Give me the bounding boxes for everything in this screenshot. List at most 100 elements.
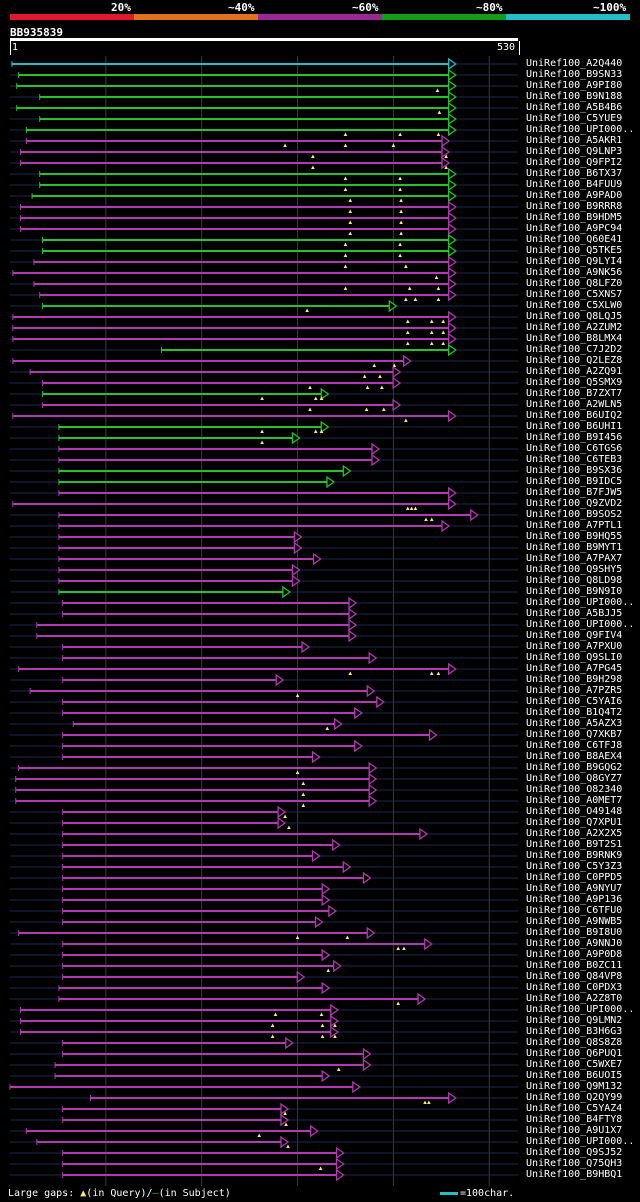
hit-label[interactable]: UniRef100_B7ZXT7 — [526, 388, 623, 399]
hit-label[interactable]: UniRef100_O82340 — [526, 784, 623, 795]
hit-label[interactable]: UniRef100_Q6PUQ1 — [526, 1048, 623, 1059]
hit-label[interactable]: UniRef100_B6TX37 — [526, 168, 623, 179]
hit-label[interactable]: UniRef100_Q60E41 — [526, 234, 623, 245]
hit-label[interactable]: UniRef100_A7PZR5 — [526, 685, 623, 696]
hit-label[interactable]: UniRef100_B9MYT1 — [526, 542, 623, 553]
hit-label[interactable]: UniRef100_B9N9I0 — [526, 586, 623, 597]
hit-label[interactable]: UniRef100_A2Q440 — [526, 58, 623, 69]
hit-label[interactable]: UniRef100_C5XNS7 — [526, 289, 623, 300]
hit-label[interactable]: UniRef100_A2X2X5 — [526, 828, 623, 839]
hit-label[interactable]: UniRef100_Q2LEZ8 — [526, 355, 623, 366]
hit-label[interactable]: UniRef100_B9IDC5 — [526, 476, 623, 487]
hit-label[interactable]: UniRef100_B8LMX4 — [526, 333, 623, 344]
hit-label[interactable]: UniRef100_C0PDX3 — [526, 982, 623, 993]
hit-label[interactable]: UniRef100_O49148 — [526, 806, 623, 817]
hit-label[interactable]: UniRef100_B9SX36 — [526, 465, 623, 476]
hit-label[interactable]: UniRef100_B9HDM5 — [526, 212, 623, 223]
hit-label[interactable]: UniRef100_B8AEX4 — [526, 751, 623, 762]
hit-label[interactable]: UniRef100_B6UIQ2 — [526, 410, 623, 421]
hit-label[interactable]: UniRef100_UPI000.. — [526, 1136, 635, 1147]
hit-label[interactable]: UniRef100_B9T2S1 — [526, 839, 623, 850]
hit-label[interactable]: UniRef100_Q75QH3 — [526, 1158, 623, 1169]
hit-label[interactable]: UniRef100_Q9FPI2 — [526, 157, 623, 168]
hit-label[interactable]: UniRef100_B0ZC11 — [526, 960, 623, 971]
hit-label[interactable]: UniRef100_UPI000.. — [526, 619, 635, 630]
hit-label[interactable]: UniRef100_A2Z8T0 — [526, 993, 623, 1004]
hit-label[interactable]: UniRef100_B9RNK9 — [526, 850, 623, 861]
hit-label[interactable]: UniRef100_C5XLW0 — [526, 300, 623, 311]
hit-label[interactable]: UniRef100_Q7XPU1 — [526, 817, 623, 828]
hit-label[interactable]: UniRef100_Q9LMN2 — [526, 1015, 623, 1026]
hit-label[interactable]: UniRef100_B6UHI1 — [526, 421, 623, 432]
hit-label[interactable]: UniRef100_A9PI80 — [526, 80, 623, 91]
hit-label[interactable]: UniRef100_A7PXU0 — [526, 641, 623, 652]
hit-label[interactable]: UniRef100_A9NNJ0 — [526, 938, 623, 949]
hit-label[interactable]: UniRef100_C6TFU0 — [526, 905, 623, 916]
hit-label[interactable]: UniRef100_B9H298 — [526, 674, 623, 685]
hit-label[interactable]: UniRef100_Q8LD98 — [526, 575, 623, 586]
hit-label[interactable]: UniRef100_B9SOS2 — [526, 509, 623, 520]
hit-label[interactable]: UniRef100_C5Y3Z3 — [526, 861, 623, 872]
hit-label[interactable]: UniRef100_A5B4B6 — [526, 102, 623, 113]
hit-label[interactable]: UniRef100_Q84VP8 — [526, 971, 623, 982]
hit-label[interactable]: UniRef100_C7J2D2 — [526, 344, 623, 355]
hit-label[interactable]: UniRef100_UPI000.. — [526, 124, 635, 135]
hit-label[interactable]: UniRef100_B9I8U0 — [526, 927, 623, 938]
hit-label[interactable]: UniRef100_A9U1X7 — [526, 1125, 623, 1136]
hit-label[interactable]: UniRef100_A9PAD0 — [526, 190, 623, 201]
hit-label[interactable]: UniRef100_B9HQ55 — [526, 531, 623, 542]
hit-label[interactable]: UniRef100_UPI000.. — [526, 597, 635, 608]
hit-label[interactable]: UniRef100_Q9ZVD2 — [526, 498, 623, 509]
hit-label[interactable]: UniRef100_A9NWB5 — [526, 916, 623, 927]
hit-label[interactable]: UniRef100_A9P136 — [526, 894, 623, 905]
hit-label[interactable]: UniRef100_C0PPD5 — [526, 872, 623, 883]
hit-label[interactable]: UniRef100_Q9LYI4 — [526, 256, 623, 267]
hit-label[interactable]: UniRef100_B7FJW5 — [526, 487, 623, 498]
hit-label[interactable]: UniRef100_B4FUU9 — [526, 179, 623, 190]
hit-label[interactable]: UniRef100_A2ZQ91 — [526, 366, 623, 377]
hit-label[interactable]: UniRef100_Q9FIV4 — [526, 630, 623, 641]
hit-label[interactable]: UniRef100_C6TGS6 — [526, 443, 623, 454]
hit-label[interactable]: UniRef100_Q9SHY5 — [526, 564, 623, 575]
hit-label[interactable]: UniRef100_B9RRR8 — [526, 201, 623, 212]
hit-label[interactable]: UniRef100_A2ZUM2 — [526, 322, 623, 333]
hit-label[interactable]: UniRef100_Q9SJ52 — [526, 1147, 623, 1158]
hit-label[interactable]: UniRef100_Q9LNP3 — [526, 146, 623, 157]
hit-label[interactable]: UniRef100_Q5TKE5 — [526, 245, 623, 256]
hit-label[interactable]: UniRef100_C5WXE7 — [526, 1059, 623, 1070]
hit-label[interactable]: UniRef100_Q8S8Z8 — [526, 1037, 623, 1048]
hit-label[interactable]: UniRef100_Q9SLI0 — [526, 652, 623, 663]
hit-label[interactable]: UniRef100_A7PG45 — [526, 663, 623, 674]
hit-label[interactable]: UniRef100_A9P0D8 — [526, 949, 623, 960]
hit-label[interactable]: UniRef100_C6TEB3 — [526, 454, 623, 465]
hit-label[interactable]: UniRef100_B4FTY8 — [526, 1114, 623, 1125]
hit-label[interactable]: UniRef100_A2WLN5 — [526, 399, 623, 410]
hit-label[interactable]: UniRef100_Q8LFZ0 — [526, 278, 623, 289]
hit-label[interactable]: UniRef100_B1Q4T2 — [526, 707, 623, 718]
hit-label[interactable]: UniRef100_B9N188 — [526, 91, 623, 102]
hit-label[interactable]: UniRef100_B3H6G3 — [526, 1026, 623, 1037]
hit-label[interactable]: UniRef100_B9HBQ1 — [526, 1169, 623, 1180]
hit-label[interactable]: UniRef100_Q5SMX9 — [526, 377, 623, 388]
hit-label[interactable]: UniRef100_C5YUE9 — [526, 113, 623, 124]
hit-label[interactable]: UniRef100_B9SN33 — [526, 69, 623, 80]
hit-label[interactable]: UniRef100_B9GQG2 — [526, 762, 623, 773]
hit-label[interactable]: UniRef100_Q2QY99 — [526, 1092, 623, 1103]
hit-label[interactable]: UniRef100_B9I456 — [526, 432, 623, 443]
hit-label[interactable]: UniRef100_A5AKR1 — [526, 135, 623, 146]
hit-label[interactable]: UniRef100_A0MET7 — [526, 795, 623, 806]
hit-label[interactable]: UniRef100_C5YAI6 — [526, 696, 623, 707]
hit-label[interactable]: UniRef100_Q9M132 — [526, 1081, 623, 1092]
hit-label[interactable]: UniRef100_A7PAX7 — [526, 553, 623, 564]
hit-label[interactable]: UniRef100_A9PC94 — [526, 223, 623, 234]
hit-label[interactable]: UniRef100_UPI000.. — [526, 1004, 635, 1015]
hit-label[interactable]: UniRef100_Q8GYZ7 — [526, 773, 623, 784]
hit-label[interactable]: UniRef100_A7PTL1 — [526, 520, 623, 531]
hit-label[interactable]: UniRef100_Q8LQJ5 — [526, 311, 623, 322]
hit-label[interactable]: UniRef100_A5BJJ5 — [526, 608, 623, 619]
hit-label[interactable]: UniRef100_A9NK56 — [526, 267, 623, 278]
hit-label[interactable]: UniRef100_C5YAZ4 — [526, 1103, 623, 1114]
hit-label[interactable]: UniRef100_A5AZX3 — [526, 718, 623, 729]
hit-label[interactable]: UniRef100_B6UOI5 — [526, 1070, 623, 1081]
hit-label[interactable]: UniRef100_C6TFJ8 — [526, 740, 623, 751]
